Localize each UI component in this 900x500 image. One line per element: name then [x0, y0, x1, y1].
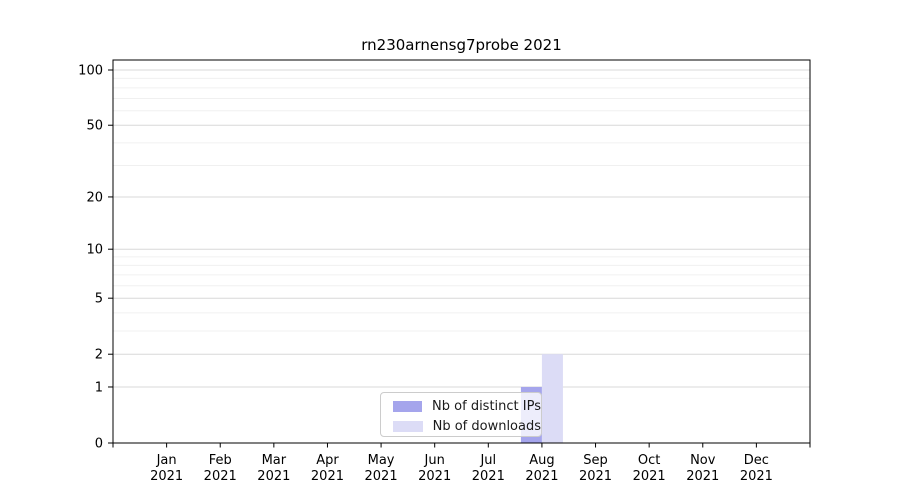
bar-downloads: [541, 354, 563, 443]
x-tick-label-month: Sep: [583, 453, 608, 468]
legend-swatch-downloads-icon: [393, 421, 423, 432]
x-tick-label-year: 2021: [472, 469, 505, 484]
legend-item: Nb of downloads: [393, 418, 541, 435]
y-tick-label: 20: [86, 190, 103, 205]
y-tick-label: 5: [95, 292, 103, 307]
x-tick-label-year: 2021: [418, 469, 451, 484]
x-tick-label-month: Dec: [744, 453, 769, 468]
x-tick-label-year: 2021: [311, 469, 344, 484]
x-tick-label-month: Jul: [479, 453, 496, 468]
x-tick-label-month: Jan: [156, 453, 177, 468]
x-tick-label-year: 2021: [257, 469, 290, 484]
x-tick-label-year: 2021: [365, 469, 398, 484]
x-tick-label-year: 2021: [525, 469, 558, 484]
x-tick-label-year: 2021: [150, 469, 183, 484]
legend-label: Nb of distinct IPs: [432, 399, 541, 414]
legend-label: Nb of downloads: [432, 419, 541, 434]
x-tick-label-year: 2021: [740, 469, 773, 484]
x-tick-label-year: 2021: [204, 469, 237, 484]
y-tick-label: 2: [95, 348, 103, 363]
y-tick-label: 0: [95, 437, 103, 452]
x-tick-label-month: Apr: [316, 453, 339, 468]
x-tick-label-month: Nov: [690, 453, 716, 468]
legend: Nb of distinct IPs Nb of downloads: [380, 392, 542, 437]
y-tick-label: 10: [86, 243, 103, 258]
x-tick-label-month: Jun: [424, 453, 445, 468]
y-tick-label: 100: [78, 64, 103, 79]
axis-frame: [112, 59, 811, 444]
y-tick-label: 50: [86, 119, 103, 134]
x-tick-label-month: May: [368, 453, 395, 468]
x-tick-label-month: Feb: [209, 453, 232, 468]
x-tick-label-month: Mar: [262, 453, 287, 468]
y-tick-label: 1: [95, 380, 103, 395]
chart-title: rn230arnensg7probe 2021: [361, 36, 562, 54]
x-tick-label-year: 2021: [633, 469, 666, 484]
x-tick-label-month: Aug: [529, 453, 554, 468]
legend-swatch-distinct-ips-icon: [393, 401, 423, 412]
legend-item: Nb of distinct IPs: [393, 398, 541, 415]
x-tick-label-year: 2021: [686, 469, 719, 484]
x-tick-label-month: Oct: [638, 453, 660, 468]
x-tick-label-year: 2021: [579, 469, 612, 484]
